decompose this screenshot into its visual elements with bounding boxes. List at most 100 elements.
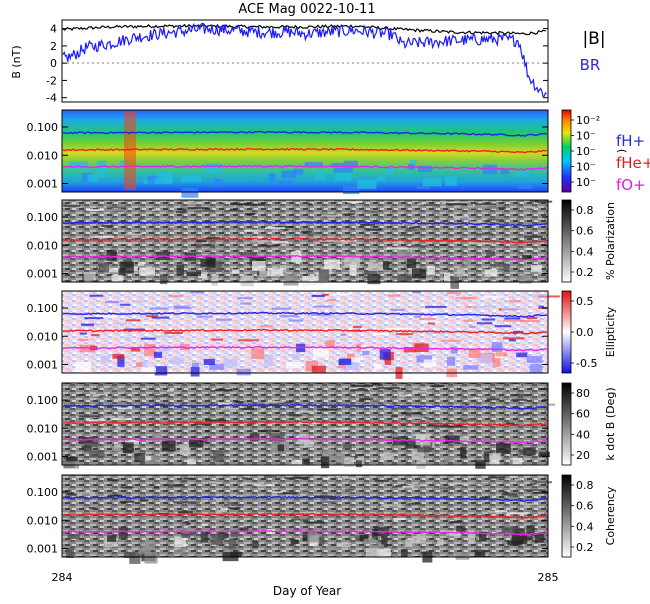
spectrogram-cell <box>175 211 186 214</box>
spectrogram-cell <box>450 346 458 354</box>
spectrogram-cell <box>463 365 479 370</box>
b-y-tick-label: -4 <box>46 92 57 105</box>
spectrogram-cell <box>82 172 93 183</box>
spectrogram-cell <box>241 477 248 480</box>
spectrogram-cell <box>372 332 389 335</box>
spectrogram-cell <box>519 448 527 456</box>
spectrogram-cell <box>468 531 476 544</box>
spectrogram-cell <box>321 456 330 469</box>
spectrogram-feature <box>124 112 136 190</box>
spectrogram-cell <box>456 436 470 443</box>
spectrogram-cell <box>339 338 347 341</box>
spectrogram-cell <box>502 337 525 340</box>
spectrogram-cell <box>180 530 196 536</box>
spectrogram-cell <box>154 335 176 338</box>
spectrogram-cell <box>66 456 78 462</box>
spectrogram-cell <box>240 275 254 287</box>
spectrogram-cell <box>530 483 537 486</box>
spectrogram-cell <box>75 405 96 408</box>
spectrogram-cell <box>379 349 391 360</box>
spectrogram-cell <box>190 367 200 377</box>
spectrogram-cell <box>374 363 382 370</box>
freq-y-tick-label: 0.010 <box>27 239 59 252</box>
spectrogram-cell <box>104 537 118 548</box>
spectrogram-cell <box>135 362 143 368</box>
spectrogram-cell <box>181 419 202 422</box>
spectrogram-cell <box>419 317 436 320</box>
spectrogram-cell <box>243 499 265 502</box>
spectrogram-cell <box>122 442 134 454</box>
chart-title: ACE Mag 0022-10-11 <box>238 2 375 17</box>
spectrogram-cell <box>236 368 251 376</box>
spectrogram-cell <box>495 443 511 454</box>
spectrogram-cell <box>286 413 295 416</box>
spectrogram-cell <box>149 307 169 310</box>
spectrogram-cell <box>190 291 205 294</box>
spectrogram-cell <box>522 413 529 416</box>
spectrogram-cell <box>526 316 538 319</box>
spectrogram-cell <box>119 261 134 274</box>
spectrogram-cell <box>519 320 541 323</box>
spectrogram-cell <box>405 439 418 449</box>
colorbar-tick-label: 0.6 <box>576 225 594 238</box>
spectrogram-cell <box>461 387 481 390</box>
spectrogram-cell <box>510 243 527 246</box>
spectrogram-cell <box>85 419 106 422</box>
series-line-fhe <box>63 512 548 519</box>
spectrogram-cell <box>351 384 373 387</box>
spectrogram-cell <box>74 491 95 494</box>
spectrogram-cell <box>386 247 408 250</box>
spectrogram-cell <box>196 315 213 318</box>
spectrogram-cell <box>98 262 110 273</box>
spectrogram-cell <box>411 268 427 279</box>
spectrogram-cell <box>494 510 508 513</box>
spectrogram-cell <box>504 317 521 320</box>
spectrogram-cell <box>139 267 155 276</box>
spectrogram-cell <box>140 516 158 519</box>
spectrogram-cell <box>332 293 352 296</box>
spectrogram-cell <box>275 391 298 394</box>
spectrogram-cell <box>474 549 486 558</box>
spectrogram-cell <box>112 353 124 359</box>
spectrogram-cell <box>84 317 104 320</box>
spectrogram-cell <box>119 160 128 168</box>
spectrogram-cell <box>410 537 421 544</box>
spectrogram-cell <box>371 528 378 538</box>
spectrogram-cell <box>471 306 485 309</box>
spectrogram-cell <box>409 226 416 229</box>
spectrogram-cell <box>427 265 435 276</box>
spectrogram-cell <box>212 450 224 462</box>
spectrogram-cell <box>456 525 466 532</box>
spectrogram-cell <box>230 203 251 206</box>
spectrogram-cell <box>320 241 335 244</box>
spectrogram-cell <box>129 552 141 564</box>
spectrogram-cell <box>392 436 409 446</box>
spectrogram-cell <box>101 355 111 363</box>
spectrogram-cell <box>78 415 101 418</box>
spectrogram-cell <box>167 389 174 392</box>
spectrogram-cell <box>153 486 160 489</box>
spectrogram-cell <box>450 521 462 524</box>
spectrogram-cell <box>323 500 336 503</box>
spectrogram-cell <box>425 305 447 308</box>
spectrogram-cell <box>301 230 312 233</box>
spectrogram-cell <box>107 479 119 482</box>
spectrogram-cell <box>516 352 528 358</box>
spectrogram-cell <box>423 359 436 368</box>
spectrogram-cell <box>209 214 216 217</box>
spectrogram-cell <box>113 322 127 325</box>
spectrogram-cell <box>63 204 81 207</box>
spectrogram-cell <box>384 358 392 366</box>
spectrogram-cell <box>455 297 474 300</box>
spectrogram-cell <box>485 250 495 257</box>
spectrogram-cell <box>363 538 377 544</box>
panel-polarization: 0.100 0.010 0.001 0.8 0.6 0.4 0.2 % Polarizatio… <box>27 199 617 289</box>
series-line-fh <box>62 130 548 137</box>
spectrogram-cell <box>342 185 360 195</box>
spectrogram-cell <box>244 212 256 215</box>
spectrogram-cell <box>452 215 469 218</box>
spectrogram-cell <box>334 427 349 430</box>
spectrogram-cell <box>125 438 140 445</box>
spectrogram-cell <box>507 494 519 497</box>
spectrogram-cell <box>460 447 467 459</box>
